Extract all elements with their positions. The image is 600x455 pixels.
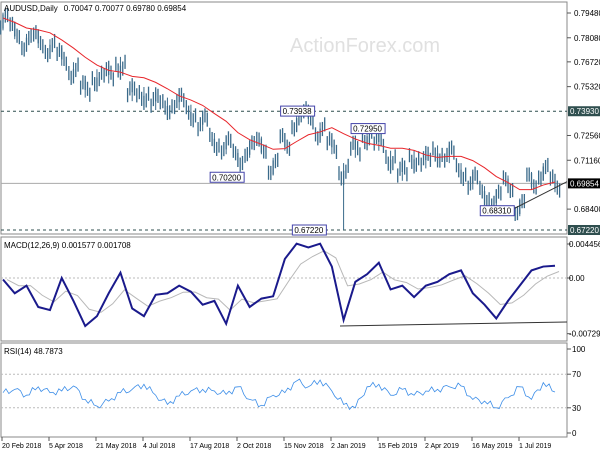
moving-average-line [2,17,556,191]
annotation-label: 0.68310 [482,207,511,216]
trendline [509,181,568,212]
annotation-box [209,171,245,183]
x-tick-label: 4 Jul 2018 [143,443,175,450]
y-tick-label: 0.00 [569,274,585,283]
x-tick-label: 15 Nov 2018 [284,443,324,450]
y-tick-label: 0.71160 [574,156,600,165]
current-price-label: 0.69854 [570,179,599,188]
annotation-label: 0.73938 [283,107,312,116]
x-tick-label: 20 Feb 2018 [2,443,41,450]
y-tick-label: 70 [572,370,581,379]
level-label: 0.73930 [570,107,599,116]
price-header: AUDUSD,Daily 0.70047 0.70077 0.69780 0.69… [4,4,187,13]
level-label: 0.67220 [570,226,599,235]
x-tick-label: 15 Feb 2019 [378,443,417,450]
x-tick-label: 1 Jul 2019 [519,443,551,450]
y-tick-label: 0 [572,429,577,438]
annotation-box [479,205,515,217]
watermark: ActionForex.com [290,35,440,57]
macd-support-line [339,321,568,327]
price-title: AUDUSD,Daily [4,4,58,13]
x-tick-label: 2 Oct 2018 [237,443,271,450]
price-panel [0,1,568,235]
macd-title: MACD(12,26,9) 0.001577 0.001708 [4,241,131,250]
annotation-label: 0.67220 [294,226,323,235]
annotation-label: 0.70200 [212,173,241,182]
x-tick-label: 17 Aug 2018 [190,443,229,450]
rsi-title: RSI(14) 48.7873 [4,347,63,356]
y-tick-label: 30 [572,404,581,413]
current-price-tag [568,178,600,189]
x-tick-label: 5 Apr 2018 [49,443,83,450]
y-tick-label: 100 [572,345,586,354]
x-tick-label: 21 May 2018 [96,443,137,450]
x-tick-label: 16 May 2019 [472,443,513,450]
macd-line [2,242,556,328]
level-tag [568,225,600,236]
level-tag [568,106,600,117]
x-tick-label: 2 Apr 2019 [425,443,459,450]
annotation-box [280,105,316,117]
annotation-box [291,224,327,236]
x-tick-label: 2 Jan 2019 [331,443,366,450]
y-tick-label: -0.007298 [569,330,600,339]
ohlc-readout: 0.70047 0.70077 0.69780 0.69854 [64,4,187,13]
annotation-label: 0.72950 [353,125,382,134]
annotation-box [350,123,386,135]
rsi-line [2,378,556,411]
y-tick-label: 0.004456 [569,240,600,249]
macd-panel [0,236,568,342]
